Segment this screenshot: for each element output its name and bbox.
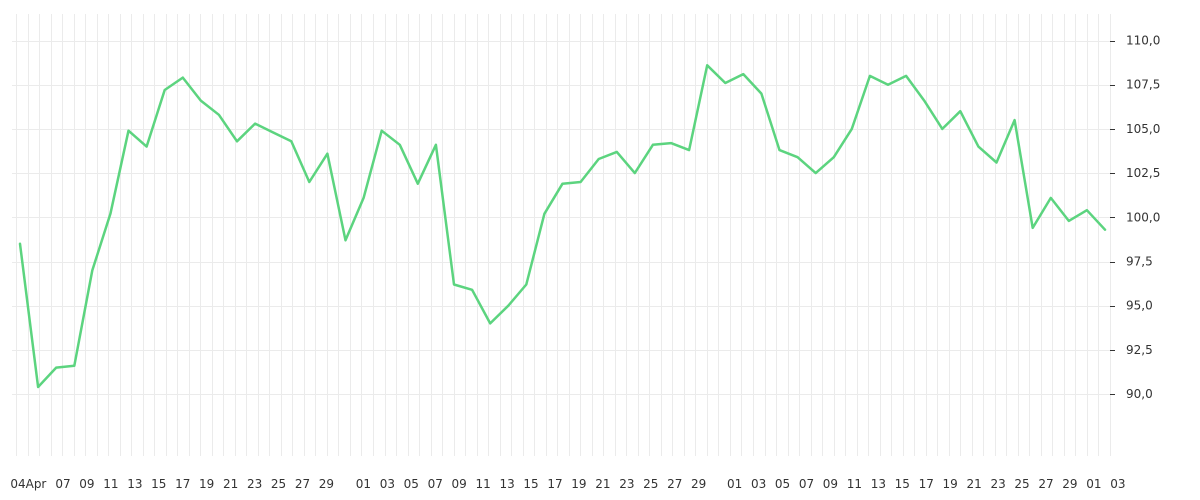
x-tick-label: 25	[1014, 477, 1029, 491]
x-tick-label: 17	[175, 477, 190, 491]
x-tick-label: 11	[847, 477, 862, 491]
x-tick-label: 09	[823, 477, 838, 491]
y-tick-label: 102,5	[1126, 166, 1160, 180]
x-tick-label: 23	[619, 477, 634, 491]
x-tick-label: 21	[223, 477, 238, 491]
series-line	[18, 64, 1107, 389]
y-tick-label: 90,0	[1126, 387, 1153, 401]
x-tick-label: 05	[404, 477, 419, 491]
x-tick-label: 03	[751, 477, 766, 491]
x-tick-label: 03	[1110, 477, 1125, 491]
x-tick-label: 11	[476, 477, 491, 491]
x-tick-label: 23	[990, 477, 1005, 491]
y-tick-label: 105,0	[1126, 122, 1160, 136]
x-tick-label: 13	[127, 477, 142, 491]
x-tick-label: 01	[356, 477, 371, 491]
x-tick-label: 17	[919, 477, 934, 491]
x-tick-label: 21	[967, 477, 982, 491]
grid-lines	[12, 14, 1111, 456]
x-tick-label: 21	[595, 477, 610, 491]
x-tick-label: 04	[10, 477, 25, 491]
x-tick-label: 27	[295, 477, 310, 491]
x-tick-label: 09	[452, 477, 467, 491]
x-tick-label: 01	[1086, 477, 1101, 491]
series-layer	[18, 64, 1107, 389]
y-tick-label: 107,5	[1126, 78, 1160, 92]
x-tick-label: 07	[55, 477, 70, 491]
x-tick-label: 25	[643, 477, 658, 491]
x-tick-label: 13	[871, 477, 886, 491]
x-tick-label: 11	[103, 477, 118, 491]
y-tick-label: 92,5	[1126, 343, 1153, 357]
y-tick-label: 95,0	[1126, 299, 1153, 313]
x-tick-label: 29	[319, 477, 334, 491]
y-tick-label: 100,0	[1126, 210, 1160, 224]
x-tick-label: 15	[523, 477, 538, 491]
x-tick-label: 01	[727, 477, 742, 491]
x-tick-label: 03	[380, 477, 395, 491]
x-tick-label: 29	[691, 477, 706, 491]
x-axis: 04 Apr 07 09 11 13 15 17 19 21 23 25 27 29 01 03 05 07 09 1…	[10, 477, 1125, 491]
x-tick-label: 09	[79, 477, 94, 491]
x-tick-label: 27	[1038, 477, 1053, 491]
x-tick-label: 05	[775, 477, 790, 491]
x-tick-label: 25	[271, 477, 286, 491]
x-tick-label: 15	[895, 477, 910, 491]
x-tick-label: 07	[428, 477, 443, 491]
x-tick-label: 19	[571, 477, 586, 491]
x-tick-label: 19	[199, 477, 214, 491]
x-tick-label: 17	[547, 477, 562, 491]
x-tick-label: 27	[667, 477, 682, 491]
y-axis: 90,0 92,5 95,0 97,5 100,0 102,5 105,0 107,5 110,…	[1110, 34, 1160, 401]
x-tick-label: 23	[247, 477, 262, 491]
y-tick-label: 97,5	[1126, 255, 1153, 269]
y-tick-label: 110,0	[1126, 34, 1160, 48]
x-tick-label: 07	[799, 477, 814, 491]
x-tick-label: 29	[1062, 477, 1077, 491]
x-tick-label: 19	[943, 477, 958, 491]
x-tick-label: Apr	[26, 477, 47, 491]
x-tick-label: 15	[151, 477, 166, 491]
x-tick-label: 13	[499, 477, 514, 491]
